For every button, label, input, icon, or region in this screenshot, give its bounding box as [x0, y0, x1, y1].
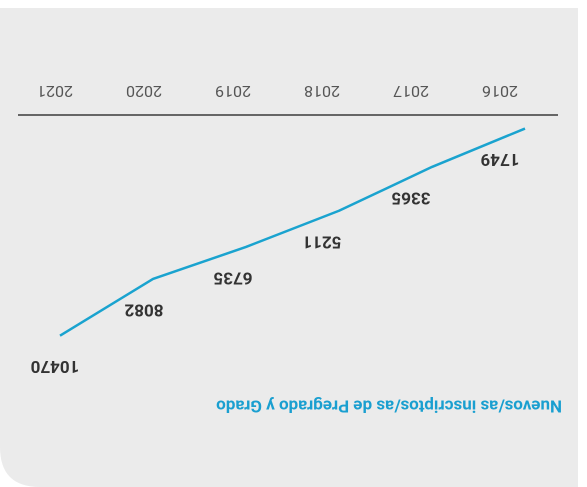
rotated-view: Nuevos/as inscriptos/as de Pregrado y Gr… [0, 8, 578, 487]
x-tick-label: 2016 [482, 82, 518, 101]
data-label: 6735 [213, 267, 252, 287]
data-label: 10470 [31, 356, 80, 376]
data-label: 8082 [124, 299, 163, 319]
x-tick-label: 2019 [215, 82, 251, 101]
x-tick-label: 2021 [37, 82, 73, 101]
data-label: 5211 [302, 231, 341, 251]
data-line [59, 127, 526, 337]
card [0, 8, 578, 487]
x-tick-label: 2017 [393, 82, 429, 101]
x-tick-label: 2020 [126, 82, 162, 101]
data-label: 3365 [391, 187, 430, 207]
data-label: 1749 [480, 149, 519, 169]
chart-title: Nuevos/as inscriptos/as de Pregrado y Gr… [216, 396, 562, 416]
x-tick-label: 2018 [304, 82, 340, 101]
